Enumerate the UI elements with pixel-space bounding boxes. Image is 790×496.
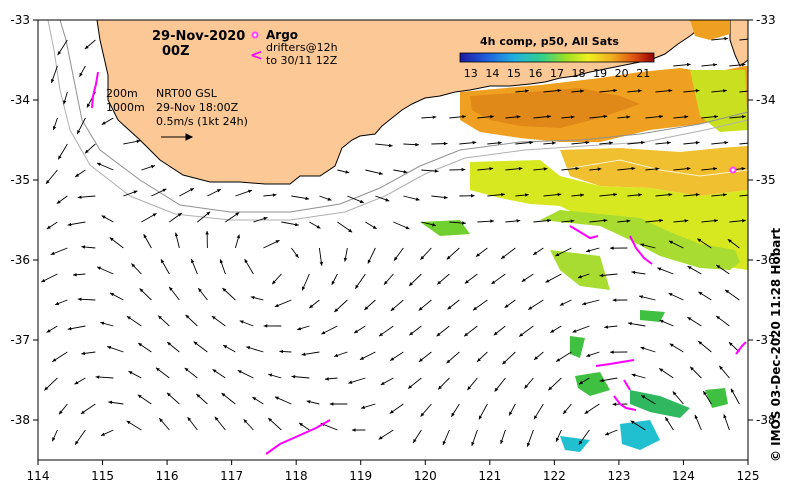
title-time: 00Z bbox=[162, 44, 190, 59]
lon-tick-label: 125 bbox=[737, 469, 760, 483]
lat-tick-label-right: -34 bbox=[756, 93, 776, 107]
isobath-1000m-label: 1000m bbox=[106, 101, 145, 114]
argo-label: Argo bbox=[266, 28, 298, 42]
current-vector-head bbox=[753, 193, 757, 196]
colorbar-tick-label: 17 bbox=[550, 67, 564, 80]
drifters-label-1: drifters@12h bbox=[266, 41, 338, 54]
current-vector-head bbox=[750, 37, 754, 40]
colorbar-tick-label: 13 bbox=[464, 67, 478, 80]
lat-tick-label: -35 bbox=[10, 173, 30, 187]
current-vector-head bbox=[750, 141, 754, 144]
colorbar-ramp bbox=[460, 53, 654, 62]
lon-tick-label: 115 bbox=[91, 469, 114, 483]
colorbar-ticks: 13 14 15 16 17 18 19 20 21 bbox=[464, 67, 650, 80]
gsl-time-label: 29-Nov 18:00Z bbox=[156, 101, 239, 114]
vector-scale-label: 0.5m/s (1kt 24h) bbox=[156, 115, 248, 128]
lon-tick-label: 120 bbox=[414, 469, 437, 483]
lon-tick-label: 116 bbox=[156, 469, 179, 483]
isobath-200m-label: 200m bbox=[106, 87, 138, 100]
lat-tick-label: -34 bbox=[10, 93, 30, 107]
drifters-label-2: to 30/11 12Z bbox=[266, 54, 338, 67]
lon-tick-label: 114 bbox=[27, 469, 50, 483]
colorbar-tick-label: 21 bbox=[636, 67, 650, 80]
lat-tick-label: -37 bbox=[10, 333, 30, 347]
colorbar-tick-label: 14 bbox=[485, 67, 499, 80]
colorbar-tick-label: 19 bbox=[593, 67, 607, 80]
colorbar-tick-label: 15 bbox=[507, 67, 521, 80]
lon-tick-label: 121 bbox=[478, 469, 501, 483]
lat-tick-label: -38 bbox=[10, 413, 30, 427]
gsl-product-label: NRT00 GSL bbox=[156, 87, 218, 100]
lon-tick-label: 119 bbox=[349, 469, 372, 483]
lat-tick-label-right: -35 bbox=[756, 173, 776, 187]
title-date: 29-Nov-2020 bbox=[152, 29, 245, 44]
colorbar-tick-label: 20 bbox=[615, 67, 629, 80]
colorbar-title: 4h comp, p50, All Sats bbox=[480, 35, 619, 48]
drifter-legend-icon: < bbox=[250, 46, 263, 64]
colorbar-tick-label: 18 bbox=[572, 67, 586, 80]
lon-tick-label: 118 bbox=[285, 469, 308, 483]
current-vector-head bbox=[753, 89, 757, 92]
lat-tick-label: -33 bbox=[10, 13, 30, 27]
lon-tick-label: 117 bbox=[220, 469, 243, 483]
lon-tick-label: 122 bbox=[543, 469, 566, 483]
lon-tick-label: 123 bbox=[607, 469, 630, 483]
argo-float-marker[interactable] bbox=[730, 167, 737, 174]
lat-tick-label-right: -33 bbox=[756, 13, 776, 27]
lon-tick-label: 124 bbox=[672, 469, 695, 483]
lat-tick-label: -36 bbox=[10, 253, 30, 267]
credit-text: © IMOS 03-Dec-2020 11:28 Hobart bbox=[769, 228, 783, 462]
colorbar-tick-label: 16 bbox=[528, 67, 542, 80]
